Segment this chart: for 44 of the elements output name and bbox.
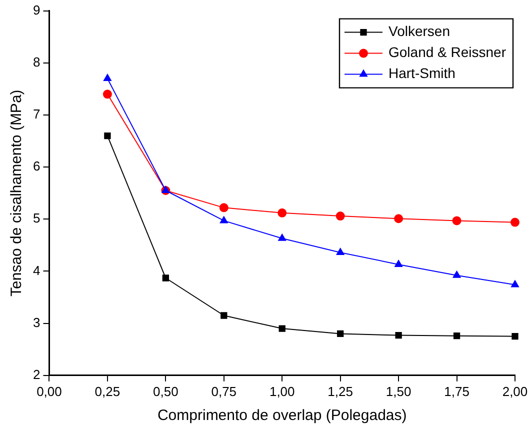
- y-tick-label: 4: [32, 262, 40, 278]
- x-tick-label: 0,25: [94, 384, 120, 399]
- x-tick-label: 0,00: [36, 384, 62, 399]
- point: [336, 212, 345, 221]
- point: [511, 280, 519, 288]
- legend-label: Goland & Reissner: [388, 44, 506, 60]
- y-tick-label: 7: [32, 106, 40, 122]
- point: [452, 216, 462, 226]
- y-tick-label: 6: [32, 158, 40, 174]
- y-tick-label: 5: [32, 210, 40, 226]
- point: [102, 90, 112, 99]
- point: [394, 214, 404, 224]
- point: [395, 332, 402, 339]
- legend-label: Volkersen: [388, 23, 450, 40]
- y-axis-title: Tensao de cisalhamento (MPa): [8, 90, 26, 296]
- x-axis-title: Comprimento de overlap (Polegadas): [157, 407, 407, 424]
- x-tick-label: 0,75: [211, 384, 237, 399]
- point: [337, 330, 344, 338]
- point: [394, 260, 403, 267]
- x-tick-label: 2,00: [502, 384, 528, 399]
- point: [162, 274, 169, 282]
- point: [452, 270, 461, 278]
- point: [510, 218, 520, 227]
- point: [220, 216, 228, 224]
- y-tick-label: 3: [32, 314, 40, 330]
- point: [278, 208, 287, 218]
- point: [103, 74, 112, 82]
- x-tick-label: 1,00: [269, 384, 295, 399]
- legend-label: Hart-Smith: [388, 65, 456, 82]
- point: [336, 248, 344, 255]
- x-tick-label: 1,25: [328, 384, 353, 399]
- point: [219, 203, 228, 212]
- point: [512, 333, 518, 340]
- x-tick-label: 1,75: [444, 384, 470, 399]
- x-tick-label: 0,50: [153, 384, 178, 399]
- y-tick-label: 8: [32, 54, 40, 70]
- point: [453, 332, 460, 340]
- point: [104, 132, 111, 140]
- x-tick-label: 1,50: [386, 384, 412, 399]
- y-tick-label: 2: [32, 366, 40, 382]
- y-tick-label: 9: [32, 2, 40, 18]
- point: [278, 325, 286, 332]
- point: [220, 312, 228, 319]
- point: [278, 234, 286, 241]
